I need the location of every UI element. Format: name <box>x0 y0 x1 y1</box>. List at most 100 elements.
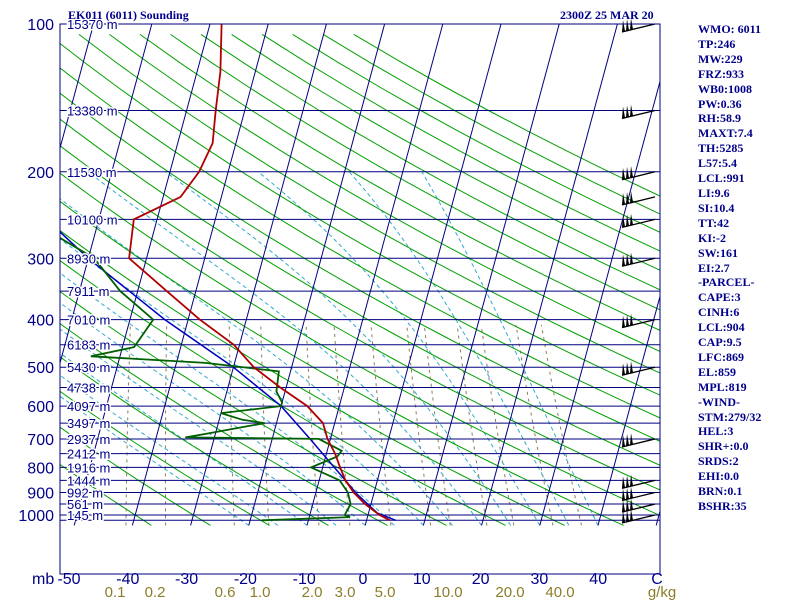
isotherm-line <box>306 24 444 526</box>
isotherm-line <box>481 24 618 526</box>
mixing-ratio-line <box>540 324 582 526</box>
index-value: SRDS:2 <box>698 454 739 469</box>
isotherm-line <box>422 24 560 526</box>
dry-adiabat-line <box>60 145 660 491</box>
wind-barb-flag <box>626 362 629 375</box>
height-label: 5430 m <box>67 360 110 375</box>
dry-adiabat-line <box>60 426 211 526</box>
wind-barb-flag <box>630 166 633 179</box>
wind-barb-flag <box>622 500 625 513</box>
temperature-axis-labels: -50 -40 -30 -20 -10 0 10 20 30 40 C <box>57 571 662 588</box>
pressure-tick-label: 500 <box>27 360 54 377</box>
height-label: 4097 m <box>67 399 110 414</box>
index-value: RH:58.9 <box>698 111 741 126</box>
wind-barb-flag <box>626 253 629 266</box>
temperature-trace <box>128 24 391 522</box>
height-label: 10100 m <box>67 212 118 227</box>
dry-adiabat-line <box>200 33 660 291</box>
mixing-ratio-tick-label: 0.1 <box>105 584 126 600</box>
pressure-tick-label: 400 <box>27 313 54 330</box>
mixing-ratio-line <box>164 324 168 526</box>
wind-barb-flag <box>630 252 633 265</box>
moist-adiabat-line <box>60 328 337 526</box>
wind-barb-flag <box>630 486 633 499</box>
mixing-ratio-line <box>370 324 392 526</box>
mixing-ratio-line <box>423 324 451 526</box>
index-value: CINH:6 <box>698 305 740 320</box>
temperature-tick-label: 30 <box>531 571 549 588</box>
height-label: 992 m <box>67 486 103 501</box>
wind-barb-flag <box>626 166 629 179</box>
dry-adiabat-line <box>170 33 660 311</box>
dry-adiabat-line <box>60 118 660 466</box>
isotherm-line <box>73 24 211 526</box>
index-value: L57:5.4 <box>698 156 737 171</box>
index-value: SI:10.4 <box>698 200 735 215</box>
wind-barb-flag <box>630 361 633 374</box>
mixing-ratio-tick-label: 2.0 <box>302 584 323 600</box>
wind-barb-flag <box>626 434 629 447</box>
dry-adiabat-line <box>292 33 660 233</box>
index-value: MAXT:7.4 <box>698 126 753 141</box>
index-value: TH:5285 <box>698 141 744 156</box>
index-value: CAP:9.5 <box>698 335 742 350</box>
height-label: 6183 m <box>67 338 110 353</box>
height-label: 15370 m <box>67 17 118 32</box>
wind-barb-flag <box>626 499 629 512</box>
temperature-tick-label: 0 <box>359 571 368 588</box>
isotherm-line <box>131 24 269 526</box>
pressure-tick-label: 1000 <box>18 508 54 525</box>
mixing-ratio-line <box>260 324 270 526</box>
mixing-ratio-tick-label: 40.0 <box>545 584 574 600</box>
dry-adiabat-line <box>139 33 660 331</box>
index-value: EI:2.7 <box>698 260 730 275</box>
indices-panel: WMO: 6011 TP:246 MW:229 FRZ:933 WB0:1008 PW:0… <box>698 22 798 514</box>
index-value: PW:0.36 <box>698 96 742 111</box>
moist-adiabat-line <box>60 302 366 526</box>
temperature-tick-label: 10 <box>413 571 431 588</box>
index-value: BSHR:35 <box>698 499 747 513</box>
index-value: EHI:0.0 <box>698 469 740 484</box>
dry-adiabat-line <box>60 259 506 526</box>
wind-barb-shaft <box>621 218 656 229</box>
wind-barb-shaft <box>621 514 656 524</box>
moist-adiabat-line <box>60 374 279 526</box>
index-value: SHR+:0.0 <box>698 439 749 454</box>
dry-adiabat-line <box>261 33 660 252</box>
chart-title-left: EK011 (6011) Sounding <box>68 8 189 22</box>
height-label: 1444 m <box>67 473 110 488</box>
temperature-line <box>128 24 391 522</box>
dry-adiabat-line <box>60 323 388 526</box>
mixing-ratio-line <box>125 324 131 526</box>
wind-barb-flag <box>630 213 633 226</box>
isobars <box>60 23 660 521</box>
pressure-tick-label: 300 <box>27 251 54 268</box>
wind-barb-flag <box>630 191 633 204</box>
dry-adiabat-line <box>60 42 660 396</box>
index-value: STM:279/32 <box>698 409 762 424</box>
wind-barb-flag <box>626 192 629 205</box>
dry-adiabat-line <box>60 356 329 526</box>
moist-adiabat-line <box>60 395 250 526</box>
dewpoint-line <box>60 236 352 522</box>
temperature-tick-label: -30 <box>175 571 198 588</box>
pressure-tick-label: 900 <box>27 486 54 503</box>
index-value: LFC:869 <box>698 349 744 364</box>
mixing-ratio-tick-label: g/kg <box>648 584 676 600</box>
wind-barb-flag <box>626 487 629 500</box>
wind-barb-flag <box>622 192 625 205</box>
height-label: 561 m <box>67 497 103 512</box>
moist-adiabat-line <box>87 171 483 526</box>
height-label: 2412 m <box>67 447 110 462</box>
isotherm-line <box>248 24 386 526</box>
wind-barb-flag <box>622 476 625 489</box>
wind-barb-flag <box>622 167 625 180</box>
index-value: WB0:1008 <box>698 81 752 96</box>
index-value: -WIND- <box>698 394 740 409</box>
mixing-ratio-lines <box>125 324 582 526</box>
isotherm-line <box>60 24 153 365</box>
wind-barb-flag <box>626 105 629 118</box>
wind-barb-flag <box>622 363 625 376</box>
dry-adiabat-line <box>231 33 660 271</box>
wind-barb-flag <box>626 510 629 523</box>
